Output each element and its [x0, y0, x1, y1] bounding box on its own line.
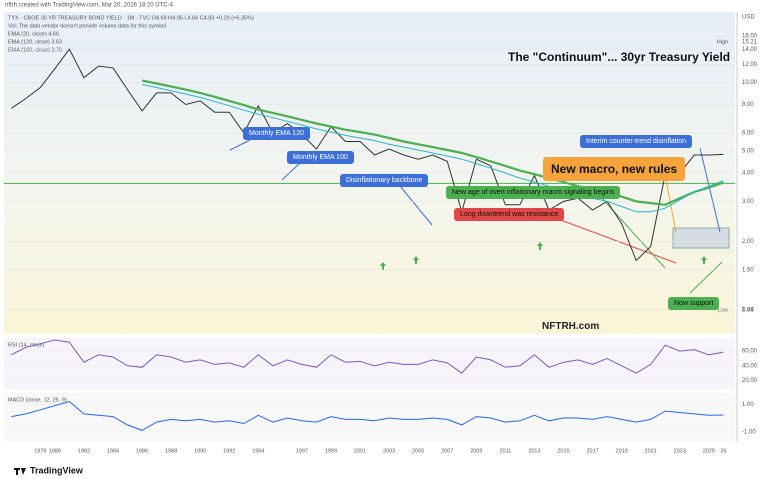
currency: USD: [742, 15, 755, 21]
y-tick-label: 12.00: [742, 62, 758, 68]
x-tick-label: 2013: [528, 448, 540, 454]
x-tick-label: 2023: [674, 448, 686, 454]
callout-line: [699, 147, 721, 233]
y-tick-label: 60.00: [742, 349, 758, 355]
x-tick-label: 2011: [499, 448, 511, 454]
legend-line: EMA (120, close) 3.63: [8, 39, 62, 45]
x-tick-label: 1980: [49, 448, 61, 454]
annotation: Long downtrend was resistance: [454, 208, 565, 221]
callout-line: [399, 185, 433, 226]
up-arrow: [537, 242, 543, 250]
x-tick-label: 2003: [383, 448, 395, 454]
callout-line: [229, 139, 251, 151]
x-tick-label: 2001: [354, 448, 366, 454]
y-tick-label: 14.00: [742, 47, 758, 53]
x-tick-label: 2017: [586, 448, 598, 454]
y-tick-label: 40.00: [742, 363, 758, 369]
x-tick-label: 2005: [412, 448, 424, 454]
annotation: New macro, new rules: [543, 157, 686, 181]
callout-line: [549, 215, 677, 264]
x-tick-label: 1979: [34, 448, 46, 454]
annotation: NFTRH.com: [542, 321, 600, 332]
tv-logo: [14, 468, 26, 475]
x-tick-label: 1994: [252, 448, 264, 454]
annotation: Interim counter-trend disinflation: [580, 135, 692, 148]
x-tick-label: 1999: [325, 448, 337, 454]
y-tick-label: 20.00: [742, 378, 758, 384]
callout-line: [281, 162, 301, 181]
legend-line: EMA (100, close) 3.70: [8, 47, 62, 53]
footer: TradingView: [30, 465, 84, 475]
y-tick-label: -1.00: [742, 429, 756, 435]
y-tick-label: 4.00: [742, 171, 754, 177]
x-tick-label: 2007: [441, 448, 453, 454]
x-tick-label: 2009: [470, 448, 482, 454]
x-tick-label: 1984: [107, 448, 119, 454]
y-tick-label: 8.00: [742, 102, 754, 108]
x-tick-label: 2021: [645, 448, 657, 454]
legend-line: Vol: The data vendor doesn't provide vol…: [8, 23, 166, 29]
low-value: 0.84: [742, 308, 754, 314]
series-line: [11, 339, 724, 374]
y-tick-label: 3.00: [742, 199, 754, 205]
high-label: High: [717, 39, 728, 45]
x-tick-label: 1986: [136, 448, 148, 454]
y-tick-label: 2.00: [742, 239, 754, 245]
series-line: [11, 48, 724, 262]
up-arrow: [701, 256, 707, 264]
y-tick-label: 5.00: [742, 149, 754, 155]
header: nftrh created with TradingView.com, Mar …: [5, 3, 174, 9]
x-tick-label: 1997: [296, 448, 308, 454]
x-tick-label: 2025: [703, 448, 715, 454]
annotation: Monthly EMA 120: [243, 127, 310, 140]
x-tick-label: 26: [720, 448, 726, 454]
callout-line: [689, 261, 723, 294]
legend-line: EMA (20, close) 4.66: [8, 31, 59, 37]
arrows: [380, 242, 707, 270]
annotation: Now support: [668, 297, 720, 310]
annotation: New age of overt inflationary macro sign…: [446, 186, 621, 199]
y-tick-label: 16.00: [742, 34, 758, 40]
highlight-box: [672, 227, 730, 249]
y-tick-label: 1.00: [742, 402, 754, 408]
y-tick-label: 6.00: [742, 131, 754, 137]
high-value: 15.21: [742, 40, 758, 46]
series-line: [11, 400, 724, 431]
up-arrow: [413, 256, 419, 264]
x-tick-label: 1992: [223, 448, 235, 454]
up-arrow: [380, 262, 386, 270]
macd-legend: MACD (close, 12, 26, 9): [8, 397, 67, 403]
y-tick-label: 1.00: [742, 308, 754, 314]
y-tick-label: 1.50: [742, 267, 754, 273]
annotation: Disinflationary backbone: [340, 174, 429, 187]
x-tick-label: 1982: [78, 448, 90, 454]
low-label: Low: [718, 307, 728, 313]
x-tick-label: 1990: [194, 448, 206, 454]
y-tick-label: 10.00: [742, 80, 758, 86]
series-line: [141, 79, 724, 206]
annotation: Monthly EMA 100: [287, 151, 354, 164]
x-tick-label: 1988: [165, 448, 177, 454]
series-line: [141, 84, 724, 213]
rsi-legend: RSI (14, close): [8, 342, 45, 348]
x-tick-label: 2015: [557, 448, 569, 454]
chart-title: The "Continuum"... 30yr Treasury Yield: [508, 50, 730, 64]
x-tick-label: 2019: [616, 448, 628, 454]
legend-line: TYX · CBOE 30 YR TREASURY BOND YIELD · 1…: [8, 15, 254, 21]
